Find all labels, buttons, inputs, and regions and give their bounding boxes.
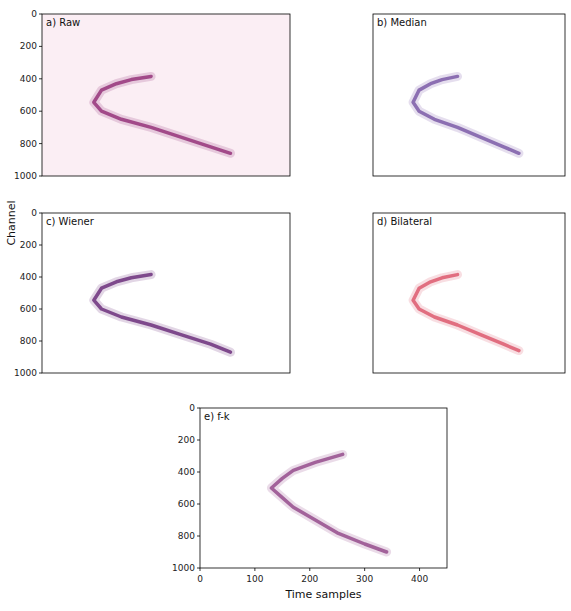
y-tick-label: 800 [20,139,37,149]
x-tick-label: 300 [356,574,373,584]
y-tick-label: 400 [178,467,195,477]
plot-frame [42,14,290,176]
y-tick-label: 200 [20,41,37,51]
event-halo [94,275,231,353]
y-tick-label: 400 [20,74,37,84]
y-tick [197,504,200,505]
y-tick-label: 0 [31,208,37,218]
y-tick [197,472,200,473]
x-tick [309,568,310,571]
plot-frame [200,408,447,568]
plot-background [200,408,447,568]
panel: c) Wiener 0 200 400 600 800 1000 Channel [5,200,290,378]
event-halo [94,76,231,153]
x-tick-label: 100 [246,574,263,584]
y-tick [197,440,200,441]
data-group [94,275,231,353]
y-tick-label: 800 [178,531,195,541]
panel: d) Bilateral [373,213,565,373]
event-curve [94,275,231,353]
y-tick [39,176,42,177]
y-tick-label: 200 [20,240,37,250]
event-halo [413,76,519,153]
panel-title: d) Bilateral [377,216,432,227]
event-curve [94,76,231,153]
plot-frame [42,213,290,373]
y-tick-label: 1000 [14,171,37,181]
event-halo [413,275,519,351]
event-curve [271,454,386,552]
y-tick-label: 200 [178,435,195,445]
event-curve [413,76,519,153]
panel-title: a) Raw [46,17,80,28]
y-tick-label: 600 [20,106,37,116]
plot-frame [373,14,565,176]
y-tick [39,46,42,47]
plot-background [373,213,565,373]
y-tick [39,309,42,310]
x-tick-label: 400 [411,574,428,584]
x-tick-label: 200 [301,574,318,584]
y-tick [197,408,200,409]
panel-title: c) Wiener [46,216,95,227]
event-halo [271,454,386,552]
plot-background [373,14,565,176]
y-tick [39,111,42,112]
data-group [413,275,519,351]
plot-background [42,14,290,176]
y-tick [39,14,42,15]
y-tick [39,245,42,246]
y-tick [197,568,200,569]
panel-title: e) f-k [204,411,230,422]
y-tick-label: 0 [31,9,37,19]
plot-background [42,213,290,373]
y-tick-label: 0 [189,403,195,413]
y-tick [39,213,42,214]
x-tick [200,568,201,571]
panel: e) f-k020040060080010000100200300400Time… [172,403,447,601]
x-tick-label: 0 [197,574,203,584]
data-group [271,454,386,552]
x-tick [254,568,255,571]
figure: a) Raw02004006008001000b) Medianc) Wiene… [0,0,571,611]
x-axis-title: Time samples [284,588,361,601]
y-tick-label: 1000 [14,368,37,378]
y-tick [39,373,42,374]
y-tick [39,277,42,278]
plot-frame [373,213,565,373]
y-tick-label: 600 [178,499,195,509]
y-tick-label: 400 [20,272,37,282]
y-axis-title: Channel [5,200,18,245]
event-curve [413,275,519,351]
data-group [94,76,231,153]
y-tick-label: 800 [20,336,37,346]
panel: b) Median [373,14,565,176]
y-tick [39,78,42,79]
data-group [413,76,519,153]
x-tick [364,568,365,571]
y-tick [39,341,42,342]
x-tick [419,568,420,571]
y-tick-label: 1000 [172,563,195,573]
y-tick [197,536,200,537]
panel-title: b) Median [377,17,427,28]
y-tick-label: 600 [20,304,37,314]
panel: a) Raw 0 200 400 600 800 1000 [14,9,290,181]
y-tick [39,143,42,144]
